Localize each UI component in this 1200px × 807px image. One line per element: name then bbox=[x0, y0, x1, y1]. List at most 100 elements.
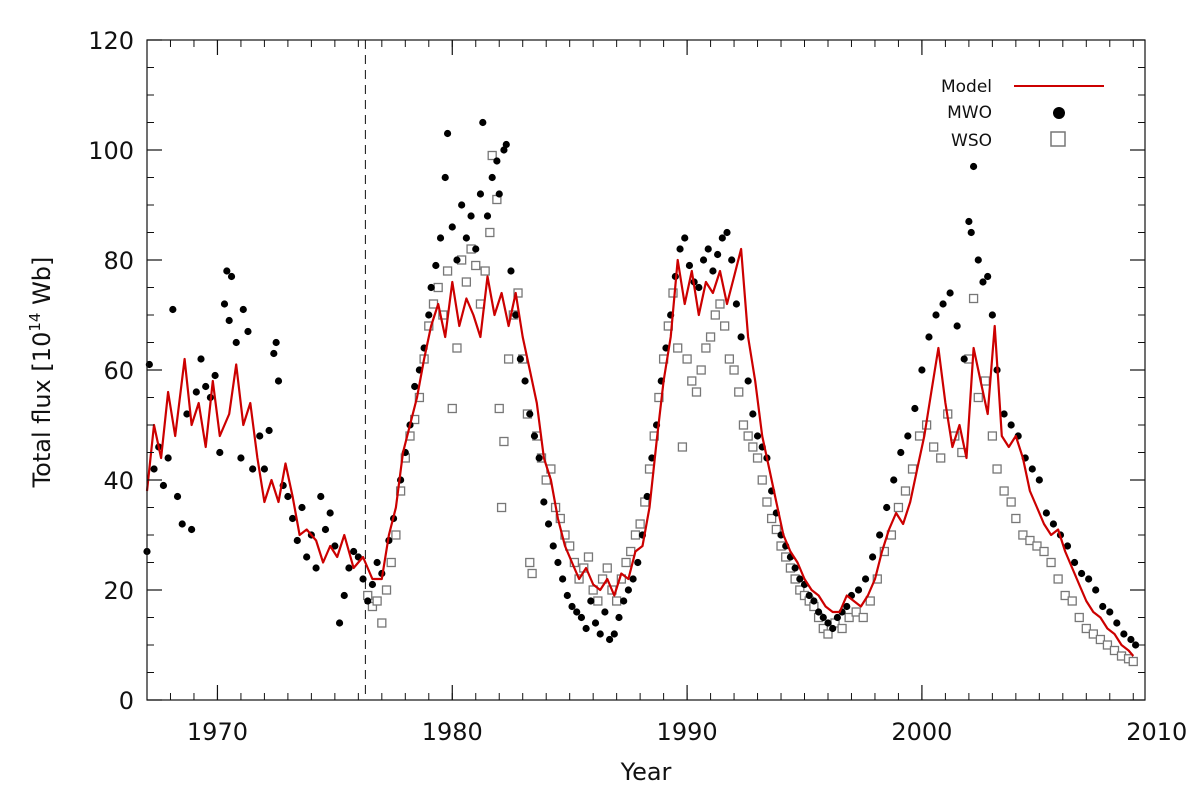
mwo-point-22 bbox=[237, 454, 245, 462]
mwo-point-171 bbox=[965, 217, 973, 226]
wso-point-32 bbox=[503, 354, 514, 364]
wso-point-60 bbox=[630, 530, 641, 540]
wso-point-18 bbox=[447, 403, 457, 414]
mwo-point-23 bbox=[239, 305, 247, 314]
y-axis-title-suffix: Wb] bbox=[28, 257, 56, 313]
mwo-point-128 bbox=[723, 228, 731, 237]
mwo-point-119 bbox=[681, 234, 689, 242]
mwo-point-18 bbox=[223, 267, 231, 275]
mwo-point-169 bbox=[953, 322, 961, 330]
mwo-point-51 bbox=[368, 580, 377, 589]
mwo-point-5 bbox=[164, 454, 172, 462]
mwo-point-34 bbox=[288, 514, 297, 523]
legend-wso-square-icon bbox=[1050, 131, 1066, 147]
wso-point-122 bbox=[968, 293, 979, 304]
wso-point-100 bbox=[818, 623, 828, 634]
wso-point-83 bbox=[738, 420, 749, 430]
wso-point-16 bbox=[438, 310, 448, 320]
mwo-point-65 bbox=[436, 234, 445, 242]
wso-point-23 bbox=[471, 260, 481, 271]
mwo-point-111 bbox=[643, 492, 651, 501]
mwo-point-180 bbox=[1007, 421, 1015, 429]
mwo-point-43 bbox=[331, 542, 339, 550]
mwo-point-13 bbox=[202, 382, 210, 391]
mwo-point-186 bbox=[1049, 520, 1058, 528]
mwo-point-155 bbox=[854, 586, 863, 594]
wso-point-74 bbox=[696, 365, 706, 375]
y-axis-title-prefix: Total flux [10 bbox=[28, 332, 56, 489]
mwo-point-82 bbox=[507, 267, 515, 275]
wso-point-77 bbox=[710, 310, 720, 320]
wso-point-103 bbox=[837, 623, 847, 634]
mwo-point-133 bbox=[749, 410, 757, 418]
wso-point-65 bbox=[654, 392, 664, 403]
mwo-point-37 bbox=[303, 553, 311, 561]
mwo-point-157 bbox=[869, 553, 877, 561]
mwo-point-189 bbox=[1070, 558, 1079, 567]
mwo-point-132 bbox=[744, 377, 752, 385]
mwo-point-192 bbox=[1092, 586, 1100, 594]
axes-layer: 1970 1980 1990 2000 2010 0 20 40 60 80 100 120 bbox=[88, 27, 1187, 746]
y-tick-label-40: 40 bbox=[103, 467, 134, 495]
mwo-point-74 bbox=[476, 190, 485, 198]
wso-point-9 bbox=[405, 431, 415, 441]
legend-label-wso: WSO bbox=[951, 131, 992, 151]
mwo-point-145 bbox=[805, 591, 813, 600]
wso-point-123 bbox=[973, 392, 983, 403]
legend-mwo-circle-icon bbox=[1053, 107, 1065, 119]
mwo-point-162 bbox=[904, 432, 912, 440]
wso-point-101 bbox=[823, 629, 833, 639]
mwo-point-15 bbox=[211, 371, 219, 380]
wso-point-139 bbox=[1081, 623, 1091, 634]
wso-point-108 bbox=[872, 574, 882, 584]
mwo-point-75 bbox=[479, 118, 487, 127]
wso-point-5 bbox=[386, 557, 396, 568]
mwo-point-80 bbox=[500, 146, 508, 154]
mwo-point-159 bbox=[883, 503, 891, 512]
mwo-point-64 bbox=[432, 261, 440, 270]
mwo-point-165 bbox=[925, 333, 933, 341]
mwo-point-149 bbox=[824, 619, 832, 627]
wso-point-114 bbox=[914, 431, 925, 441]
wso-point-52 bbox=[593, 596, 603, 606]
mwo-point-27 bbox=[260, 465, 269, 473]
wso-point-38 bbox=[527, 568, 537, 579]
mwo-point-7 bbox=[173, 492, 182, 501]
mwo-point-97 bbox=[577, 613, 586, 622]
mwo-point-151 bbox=[833, 613, 841, 622]
wso-point-105 bbox=[851, 607, 861, 617]
legend-label-model: Model bbox=[941, 77, 992, 97]
wso-point-135 bbox=[1053, 574, 1063, 584]
mwo-point-66 bbox=[441, 173, 449, 182]
mwo-point-134 bbox=[753, 432, 762, 440]
mwo-point-168 bbox=[946, 289, 954, 297]
mwo-point-36 bbox=[298, 503, 306, 512]
wso-point-69 bbox=[673, 343, 683, 353]
wso-point-54 bbox=[602, 563, 612, 573]
y-tick-label-0: 0 bbox=[119, 687, 134, 715]
wso-point-25 bbox=[480, 266, 490, 276]
wso-point-80 bbox=[724, 354, 735, 364]
mwo-point-85 bbox=[521, 377, 529, 385]
mwo-point-6 bbox=[169, 305, 177, 314]
mwo-point-176 bbox=[984, 272, 992, 281]
wso-point-7 bbox=[395, 486, 406, 496]
wso-point-95 bbox=[795, 585, 805, 595]
mwo-point-69 bbox=[453, 256, 461, 264]
wso-point-81 bbox=[729, 365, 739, 375]
mwo-point-147 bbox=[814, 608, 823, 616]
y-axis-title-exponent: 14 bbox=[26, 313, 44, 332]
mwo-point-88 bbox=[535, 454, 543, 462]
mwo-point-166 bbox=[932, 311, 940, 319]
wso-point-89 bbox=[766, 513, 777, 524]
mwo-point-84 bbox=[516, 355, 524, 363]
wso-point-76 bbox=[705, 332, 716, 342]
mwo-point-191 bbox=[1085, 575, 1093, 583]
wso-point-112 bbox=[900, 486, 911, 496]
mwo-point-4 bbox=[159, 481, 168, 490]
wso-point-90 bbox=[771, 524, 781, 535]
y-tick-label-60: 60 bbox=[103, 357, 134, 385]
wso-point-85 bbox=[748, 442, 758, 452]
wso-point-45 bbox=[560, 530, 570, 540]
